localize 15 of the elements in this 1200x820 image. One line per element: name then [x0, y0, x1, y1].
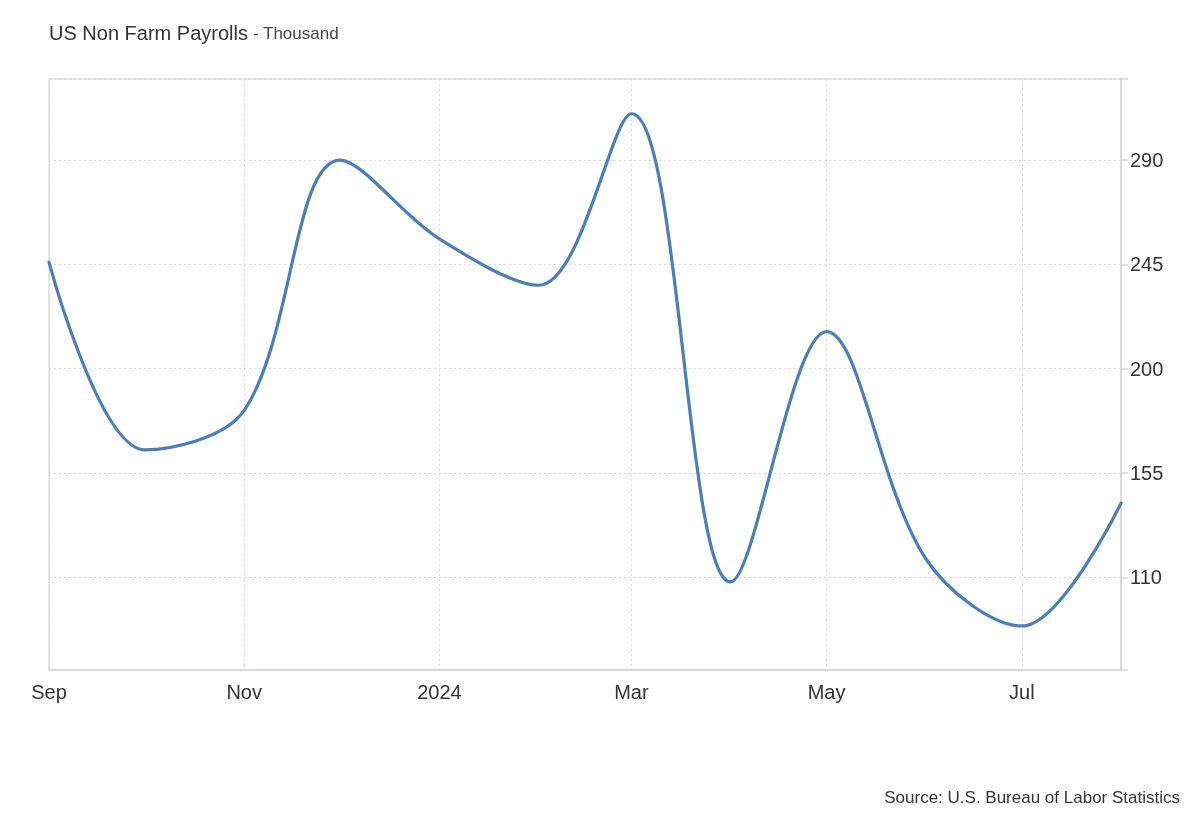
source-note: Source: U.S. Bureau of Labor Statistics — [884, 788, 1180, 807]
x-tick-label: May — [807, 681, 846, 703]
x-tick-label: Sep — [31, 681, 67, 703]
line-series — [47, 112, 1123, 628]
x-tick-label: 2024 — [417, 681, 462, 703]
x-tick-label: Mar — [614, 681, 649, 703]
chart-title: US Non Farm Payrolls — [49, 22, 248, 44]
y-tick-label: 200 — [1130, 357, 1164, 380]
x-tick-label: Nov — [226, 681, 262, 703]
y-tick-label: 155 — [1130, 462, 1164, 484]
y-tick-label: 245 — [1130, 253, 1164, 276]
y-tick-label: 110 — [1130, 566, 1162, 589]
chart-subtitle: - Thousand — [252, 23, 339, 43]
x-tick-label: Jul — [1009, 681, 1035, 703]
y-tick-label: 290 — [1130, 149, 1164, 172]
